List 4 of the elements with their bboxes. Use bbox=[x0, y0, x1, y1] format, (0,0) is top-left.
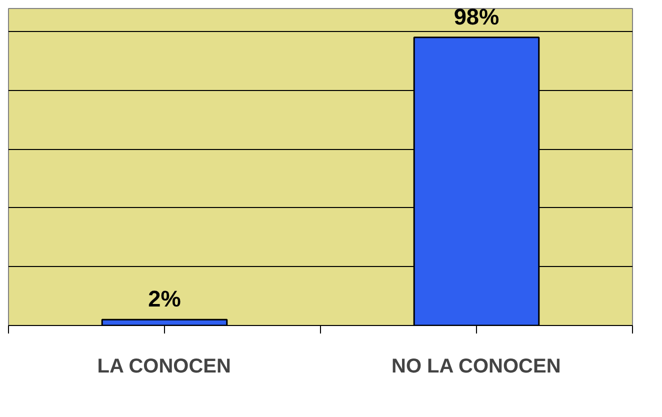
data-label: 2% bbox=[148, 286, 181, 312]
x-tick-label: LA CONOCEN bbox=[97, 356, 231, 378]
data-label: 98% bbox=[454, 3, 500, 30]
x-tick-label: NO LA CONOCEN bbox=[392, 356, 561, 378]
